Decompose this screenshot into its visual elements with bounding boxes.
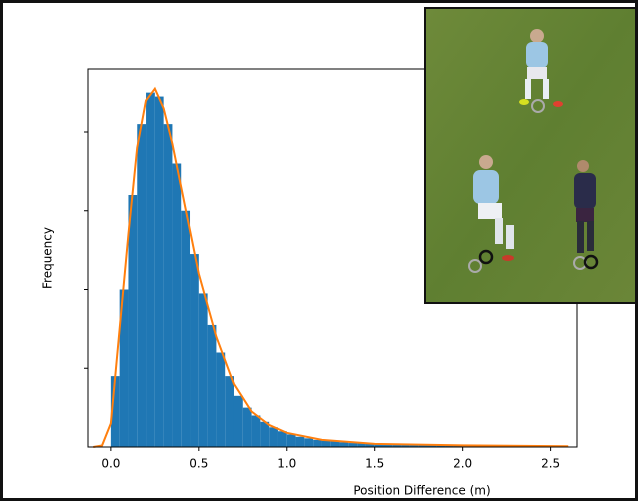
bar [287, 434, 296, 447]
bar [225, 376, 234, 447]
bar [137, 124, 146, 447]
bar [164, 124, 173, 447]
bar [146, 93, 155, 447]
bar [208, 325, 217, 447]
bar [128, 195, 137, 447]
bar [322, 441, 331, 447]
bar [234, 396, 243, 447]
bar [278, 431, 287, 447]
bar [252, 416, 261, 448]
x-axis-label: Position Difference (m) [353, 484, 490, 498]
bar [190, 254, 199, 447]
bar [331, 441, 340, 447]
bar [348, 443, 357, 447]
x-tick-label: 0.0 [101, 457, 120, 471]
bar [199, 293, 208, 447]
inset-photo [425, 8, 636, 303]
bar [243, 408, 252, 447]
bar [269, 427, 278, 447]
x-tick-label: 1.5 [365, 457, 384, 471]
x-tick-label: 1.0 [277, 457, 296, 471]
x-tick-label: 2.5 [541, 457, 560, 471]
bar [155, 97, 164, 447]
y-axis-label: Frequency [41, 227, 55, 289]
x-tick-label: 2.0 [453, 457, 472, 471]
bar [181, 211, 190, 447]
bar [313, 440, 322, 447]
bar [172, 164, 181, 448]
bar [304, 438, 313, 447]
bar [260, 422, 269, 447]
bar [216, 353, 225, 448]
bar [340, 442, 349, 447]
x-tick-label: 0.5 [189, 457, 208, 471]
bar [296, 437, 305, 447]
figure: 0.0 0.5 1.0 1.5 2.0 2.5 Position Difference (… [0, 0, 638, 501]
